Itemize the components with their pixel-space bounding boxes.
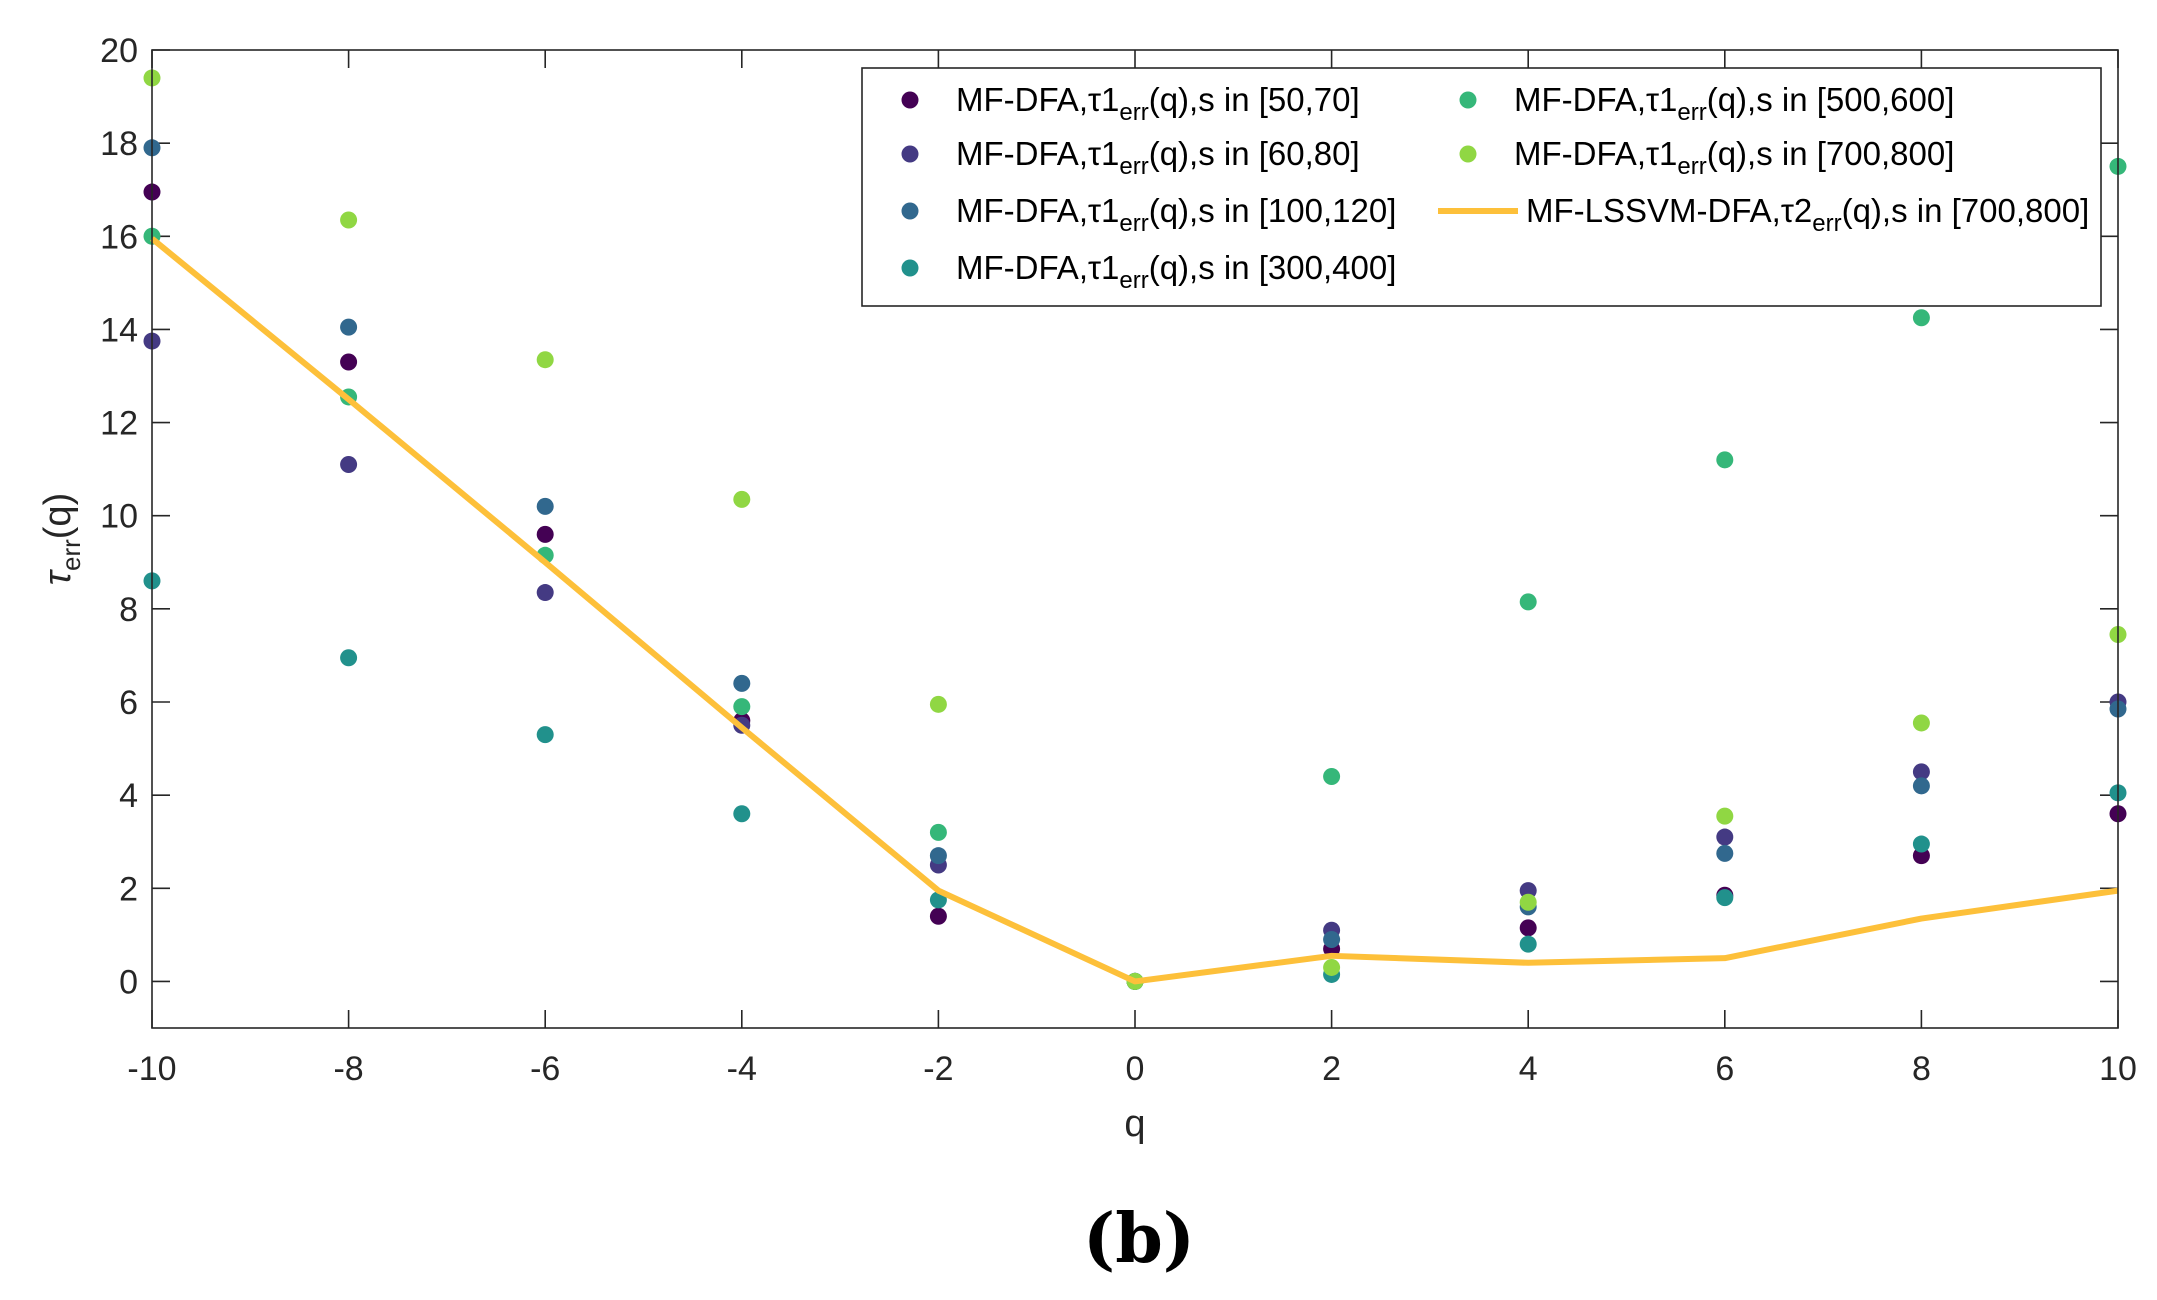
data-point-series-5 xyxy=(1912,309,1930,327)
data-point-series-4 xyxy=(1912,835,1930,853)
y-axis-label: τerr(q) xyxy=(37,493,86,585)
legend-marker-series-3 xyxy=(901,202,919,220)
data-point-series-2 xyxy=(1519,882,1537,900)
data-point-series-4 xyxy=(536,726,554,744)
x-tick-label: -2 xyxy=(923,1050,953,1088)
legend-marker-series-2 xyxy=(901,145,919,163)
data-point-series-1 xyxy=(340,353,358,371)
legend-label-series-7: MF-LSSVM-DFA,τ2err(q),s in [700,800] xyxy=(1526,192,2089,237)
legend-marker-series-4 xyxy=(901,259,919,277)
x-tick-label: 4 xyxy=(1519,1050,1538,1088)
data-point-series-1 xyxy=(1912,847,1930,865)
data-point-series-5 xyxy=(1323,768,1341,786)
x-tick-label: 0 xyxy=(1126,1050,1145,1088)
x-axis-label: q xyxy=(1124,1103,1145,1145)
data-point-series-4 xyxy=(1519,935,1537,953)
data-point-series-6 xyxy=(340,211,358,229)
legend-label-series-2: MF-DFA,τ1err(q),s in [60,80] xyxy=(956,135,1360,180)
data-point-series-6 xyxy=(733,490,751,508)
data-point-series-5 xyxy=(733,698,751,716)
plot-frame xyxy=(151,49,2119,1029)
y-tick-label: 10 xyxy=(100,498,138,536)
legend-label-series-4: MF-DFA,τ1err(q),s in [300,400] xyxy=(956,249,1396,294)
y-tick-label: 16 xyxy=(100,218,138,256)
legend-label-series-3: MF-DFA,τ1err(q),s in [100,120] xyxy=(956,192,1396,237)
y-tick-label: 6 xyxy=(119,684,138,722)
x-tick-label: 10 xyxy=(2099,1050,2137,1088)
data-point-series-4 xyxy=(340,649,358,667)
tick-labels: -10 -8 -6 -4 -2 0 2 4 6 8 10 0 2 4 6 8 10 12 14 16 18 20 xyxy=(100,32,2137,1088)
y-tick-label: 18 xyxy=(100,125,138,163)
y-tick-label: 4 xyxy=(119,777,138,815)
data-point-series-3 xyxy=(1323,931,1341,949)
y-tick-label: 14 xyxy=(100,311,138,349)
x-tick-label: -4 xyxy=(727,1050,757,1088)
legend-marker-series-5 xyxy=(1459,91,1477,109)
x-tick-label: -10 xyxy=(127,1050,176,1088)
legend-label-series-1: MF-DFA,τ1err(q),s in [50,70] xyxy=(956,81,1360,126)
data-point-series-3 xyxy=(536,497,554,515)
data-point-series-1 xyxy=(1519,919,1537,937)
data-point-series-3 xyxy=(340,318,358,336)
data-point-series-3 xyxy=(929,847,947,865)
series-line-7 xyxy=(150,236,2119,985)
legend-marker-series-6 xyxy=(1459,145,1477,163)
data-point-series-2 xyxy=(340,455,358,473)
y-tick-label: 12 xyxy=(100,405,138,443)
legend: MF-DFA,τ1err(q),s in [50,70] MF-DFA,τ1err… xyxy=(861,67,2102,307)
data-point-series-6 xyxy=(929,695,947,713)
data-point-series-3 xyxy=(733,674,751,692)
data-point-series-5 xyxy=(1519,593,1537,611)
data-point-series-2 xyxy=(1912,763,1930,781)
x-tick-label: 8 xyxy=(1912,1050,1931,1088)
y-tick-label: 8 xyxy=(119,591,138,629)
y-tick-label: 2 xyxy=(119,870,138,908)
data-point-series-5 xyxy=(929,823,947,841)
legend-box xyxy=(861,67,2102,307)
data-point-series-2 xyxy=(536,584,554,602)
data-point-series-5 xyxy=(1716,451,1734,469)
data-point-series-6 xyxy=(1519,893,1537,911)
data-point-series-6 xyxy=(1323,958,1341,976)
data-point-series-2 xyxy=(1716,828,1734,846)
legend-label-series-5: MF-DFA,τ1err(q),s in [500,600] xyxy=(1514,81,1954,126)
y-tick-label: 0 xyxy=(119,963,138,1001)
data-point-series-1 xyxy=(536,525,554,543)
legend-label-series-6: MF-DFA,τ1err(q),s in [700,800] xyxy=(1514,135,1954,180)
data-point-series-6 xyxy=(536,351,554,369)
x-tick-label: 2 xyxy=(1322,1050,1341,1088)
series-layer xyxy=(143,69,2127,990)
data-point-series-1 xyxy=(929,907,947,925)
legend-marker-series-1 xyxy=(901,91,919,109)
data-point-series-6 xyxy=(1716,807,1734,825)
x-tick-label: 6 xyxy=(1715,1050,1734,1088)
x-tick-label: -6 xyxy=(530,1050,560,1088)
data-point-series-6 xyxy=(1912,714,1930,732)
data-point-series-4 xyxy=(733,805,751,823)
x-tick-label: -8 xyxy=(333,1050,363,1088)
data-point-series-4 xyxy=(1716,889,1734,907)
panel-label: (b) xyxy=(1083,1199,1195,1279)
y-tick-label: 20 xyxy=(100,32,138,70)
data-point-series-3 xyxy=(1912,777,1930,795)
data-point-series-3 xyxy=(1716,844,1734,862)
